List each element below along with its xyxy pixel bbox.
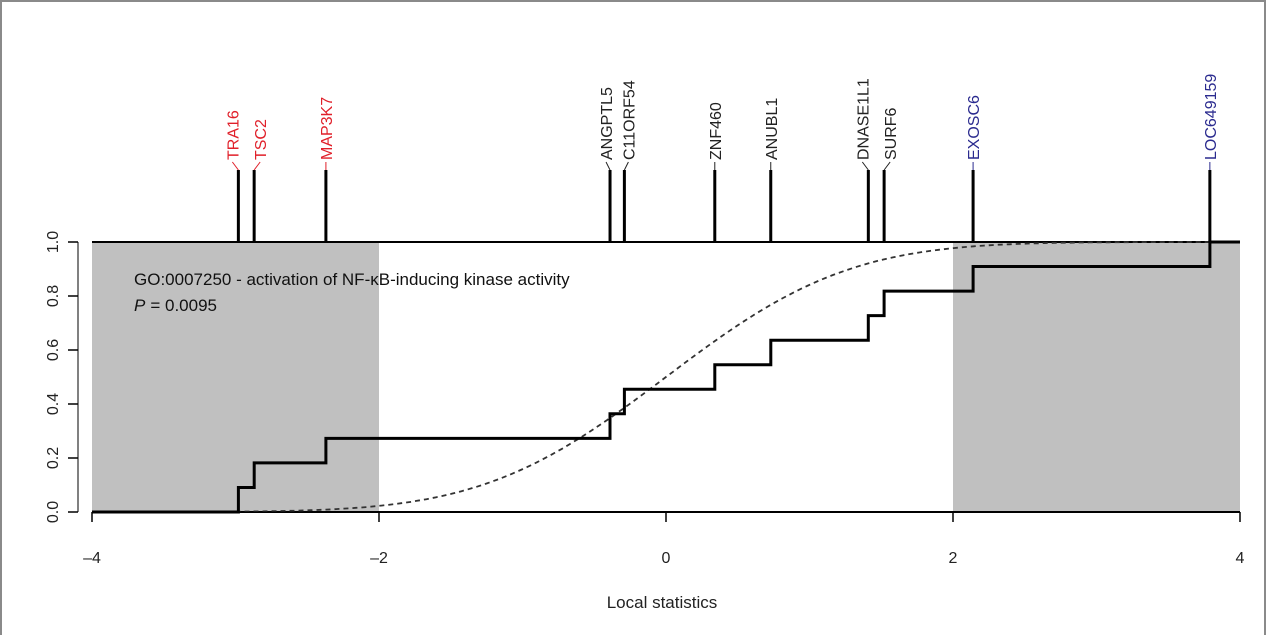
x-tick-label: 0 xyxy=(662,550,671,567)
shaded-regions xyxy=(92,242,1240,512)
gene-label-exosc6: EXOSC6 xyxy=(966,95,983,160)
y-tick-label: 1.0 xyxy=(45,231,62,253)
gene-leader-surf6 xyxy=(883,161,891,171)
gene-label-surf6: SURF6 xyxy=(883,107,900,160)
reference-cdf-curve xyxy=(235,241,1240,513)
shaded-region-1 xyxy=(92,242,379,512)
x-tick-label: 4 xyxy=(1236,550,1245,567)
x-tick-label: –2 xyxy=(370,550,388,567)
y-tick-label: 0.6 xyxy=(45,339,62,361)
gene-leader-tra16 xyxy=(231,161,239,171)
p-label: P xyxy=(134,296,146,315)
y-tick-label: 0.2 xyxy=(45,447,62,469)
gene-leader-angptl5 xyxy=(605,161,611,171)
x-axis-label: Local statistics xyxy=(607,593,718,612)
x-tick-label: –4 xyxy=(83,550,101,567)
gene-leader-c11orf54 xyxy=(623,161,629,171)
gene-leader-tsc2 xyxy=(253,161,261,171)
gene-label-tra16: TRA16 xyxy=(225,110,242,160)
gene-markers: TRA16 TSC2 MAP3K7 ANGPTL5 C11ORF54 ZNF460 ANUB… xyxy=(225,74,1220,242)
y-tick-label: 0.4 xyxy=(45,393,62,415)
p-value: = 0.0095 xyxy=(150,296,217,315)
gene-label-loc649159: LOC649159 xyxy=(1203,74,1220,160)
gene-label-dnase1l1: DNASE1L1 xyxy=(855,78,872,160)
gene-label-anubl1: ANUBL1 xyxy=(764,98,781,160)
gene-label-tsc2: TSC2 xyxy=(253,119,270,160)
gene-label-map3k7: MAP3K7 xyxy=(319,97,336,160)
gene-leader-dnase1l1 xyxy=(861,161,869,171)
y-tick-label: 0.0 xyxy=(45,501,62,523)
p-value-annotation: P = 0.0095 xyxy=(134,296,217,315)
shaded-region-2 xyxy=(953,242,1240,512)
go-term-title: GO:0007250 - activation of NF-κB-inducin… xyxy=(134,270,570,289)
gene-label-znf460: ZNF460 xyxy=(708,102,725,160)
empirical-cdf-step-line xyxy=(92,240,1240,514)
x-tick-label: 2 xyxy=(949,550,958,567)
y-tick-label: 0.8 xyxy=(45,285,62,307)
gene-label-angptl5: ANGPTL5 xyxy=(599,87,616,160)
axes: –4 –2 0 2 4 0.0 0.2 0.4 0.6 0.8 1.0 xyxy=(45,231,1245,567)
gene-label-c11orf54: C11ORF54 xyxy=(621,80,638,160)
